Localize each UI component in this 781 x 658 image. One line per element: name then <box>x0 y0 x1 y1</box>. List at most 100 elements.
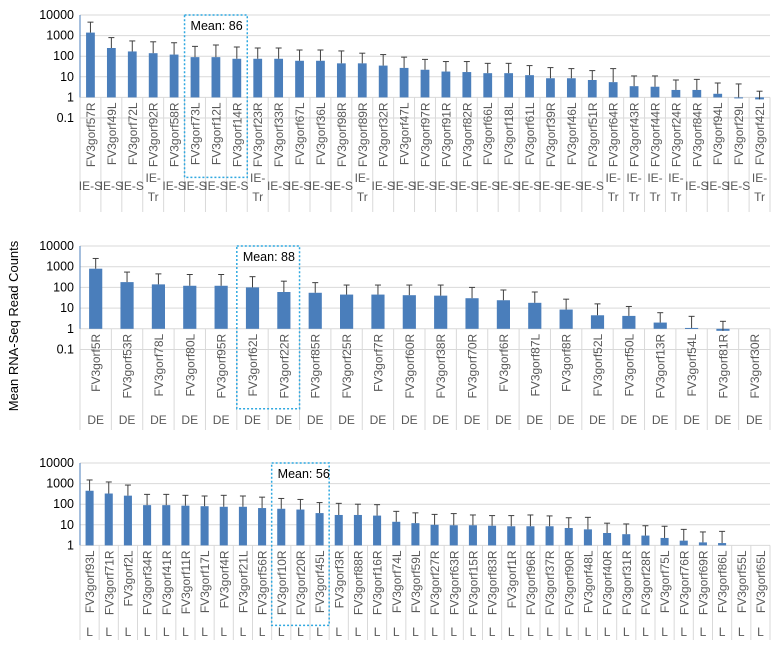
x-tick-label: FV3gorf12L <box>209 102 223 165</box>
group-label: DE <box>401 413 418 427</box>
bar <box>622 534 631 546</box>
bar <box>566 78 576 98</box>
x-tick-label: FV3gorf51R <box>586 102 600 167</box>
x-tick-label: FV3gorf70R <box>466 333 480 398</box>
group-label-line: Tr <box>148 190 159 204</box>
x-tick-label: FV3gorf67L <box>293 102 307 165</box>
bar <box>449 525 458 546</box>
group-label: IE- Tr <box>250 171 265 204</box>
group-label: L <box>661 625 668 639</box>
mean-box <box>236 245 301 410</box>
y-tick-label: 0.1 <box>57 343 74 357</box>
group-label-line: IE- <box>250 171 265 185</box>
group-label: IE-S <box>309 179 332 193</box>
bar <box>392 521 401 546</box>
group-label: IE-S <box>372 179 395 193</box>
group-label: L <box>508 625 515 639</box>
group-label: DE <box>526 413 543 427</box>
x-tick-label: FV3gorf62L <box>246 333 260 396</box>
group-label: DE <box>338 413 355 427</box>
bar <box>296 509 305 546</box>
x-tick-label: FV3gorf44R <box>649 102 663 167</box>
x-tick-label: FV3gorf86L <box>716 550 730 613</box>
x-tick-label: FV3gorf7R <box>371 333 385 391</box>
group-label: IE-S <box>497 179 520 193</box>
bar <box>504 73 514 98</box>
bar <box>120 282 134 329</box>
group-label: IE-S <box>434 179 457 193</box>
x-tick-label: FV3gorf22R <box>277 333 291 398</box>
x-tick-label: FV3gorf41R <box>160 550 174 615</box>
bar <box>277 508 286 546</box>
bar <box>148 53 158 98</box>
group-label-line: IE- <box>146 171 161 185</box>
x-tick-label: FV3gorf18L <box>502 102 516 165</box>
group-label: L <box>86 625 93 639</box>
group-label-line: IE- <box>355 171 370 185</box>
x-tick-label: FV3gorf69R <box>696 550 710 615</box>
x-tick-label: FV3gorf84R <box>690 102 704 167</box>
x-tick-label: FV3gorf6R <box>497 333 511 391</box>
bar <box>507 526 516 546</box>
y-tick-label: 100 <box>53 497 74 511</box>
x-tick-label: FV3gorf66L <box>481 102 495 165</box>
x-tick-label: FV3gorf3R <box>332 550 346 608</box>
group-label: IE-S <box>455 179 478 193</box>
x-tick-label: FV3gorf25R <box>340 333 354 398</box>
group-label: L <box>470 625 477 639</box>
bar <box>308 292 322 329</box>
y-tick-label: 10 <box>60 518 74 532</box>
group-label-line: Tr <box>670 190 681 204</box>
bar <box>274 58 284 98</box>
group-label: DE <box>683 413 700 427</box>
bar <box>238 506 247 546</box>
group-label: L <box>240 625 247 639</box>
bar <box>169 54 179 98</box>
group-label: IE-S <box>539 179 562 193</box>
x-tick-label: FV3gorf11R <box>179 550 193 614</box>
x-tick-label: FV3gorf89R <box>356 102 370 167</box>
x-tick-label: FV3gorf56R <box>256 550 270 615</box>
bar <box>258 508 267 546</box>
bar <box>357 63 367 98</box>
group-label: L <box>527 625 534 639</box>
x-tick-label: FV3gorf5R <box>89 333 103 391</box>
x-tick-label: FV3gorf72L <box>126 102 140 165</box>
x-tick-label: FV3gorf75L <box>658 550 672 613</box>
panel-3: 1 10 100 1000 10000 FV3gorf93L L FV3gorf71R L FV3… <box>39 456 771 640</box>
group-label: L <box>412 625 419 639</box>
x-tick-label: FV3gorf24R <box>669 102 683 167</box>
bar <box>629 86 639 98</box>
group-label: L <box>393 625 400 639</box>
bar <box>143 505 152 546</box>
bar <box>183 285 197 329</box>
y-tick-label: 10 <box>60 70 74 84</box>
bar <box>608 82 618 98</box>
group-label: L <box>489 625 496 639</box>
group-label-line: Tr <box>252 190 263 204</box>
x-tick-label: FV3gorf80L <box>183 333 197 396</box>
group-label: L <box>201 625 208 639</box>
x-tick-label: FV3gorf52L <box>591 333 605 396</box>
group-label: L <box>565 625 572 639</box>
y-tick-label: 100 <box>53 49 74 63</box>
bar <box>496 300 510 329</box>
bar <box>434 295 448 329</box>
x-tick-label: FV3gorf48L <box>581 550 595 613</box>
bar <box>378 65 388 98</box>
x-tick-label: FV3gorf63R <box>447 550 461 615</box>
x-tick-label: FV3gorf15R <box>466 550 480 615</box>
group-label: IE-S <box>225 179 248 193</box>
x-tick-label: FV3gorf14R <box>230 102 244 167</box>
x-tick-label: FV3gorf59L <box>409 550 423 613</box>
x-tick-label: FV3gorf95R <box>215 333 229 398</box>
group-label: IE-S <box>727 179 750 193</box>
x-tick-label: FV3gorf73L <box>189 102 203 165</box>
x-tick-label: FV3gorf98R <box>335 102 349 167</box>
group-label: L <box>623 625 630 639</box>
mean-label: Mean: 88 <box>243 250 295 264</box>
bar <box>545 526 554 546</box>
x-tick-label: FV3gorf91R <box>439 102 453 167</box>
x-tick-label: FV3gorf32R <box>377 102 391 167</box>
